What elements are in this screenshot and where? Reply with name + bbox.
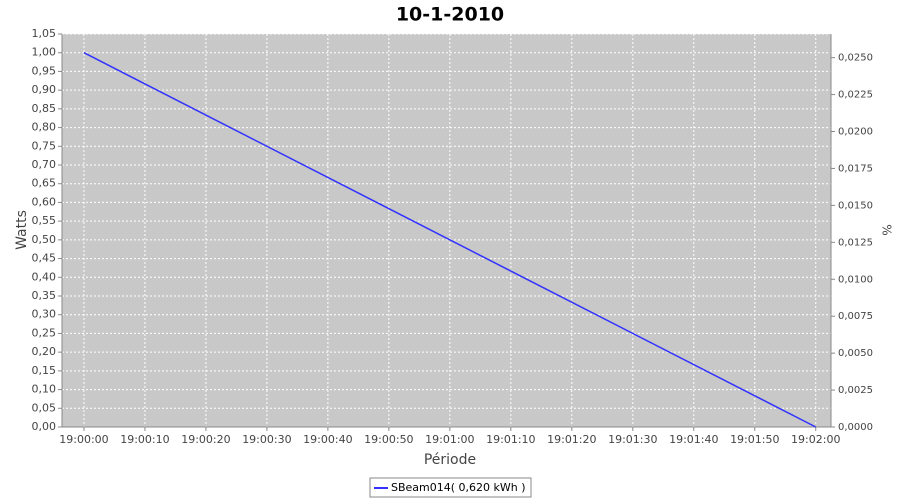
y-tick-label: 0,65 xyxy=(32,177,57,190)
y-tick-label: 0,05 xyxy=(32,401,57,414)
y2-tick-label: 0,0100 xyxy=(838,274,873,285)
x-tick-label: 19:00:50 xyxy=(364,433,413,446)
y-tick-label: 0,30 xyxy=(32,308,57,321)
y2-tick-label: 0,0200 xyxy=(838,127,873,138)
x-tick-label: 19:01:40 xyxy=(669,433,718,446)
x-tick-label: 19:01:50 xyxy=(730,433,779,446)
x-axis-label: Période xyxy=(424,452,476,468)
y2-tick-label: 0,0125 xyxy=(838,237,873,248)
y2-tick-label: 0,0050 xyxy=(838,348,873,359)
y-tick-label: 0,15 xyxy=(32,364,57,377)
y2-tick-label: 0,0150 xyxy=(838,200,873,211)
x-tick-label: 19:01:10 xyxy=(486,433,535,446)
y2-tick-label: 0,0225 xyxy=(838,90,873,101)
y-tick-label: 1,05 xyxy=(32,27,57,40)
x-tick-label: 19:01:20 xyxy=(547,433,596,446)
y2-tick-label: 0,0250 xyxy=(838,53,873,64)
legend-label: SBeam014( 0,620 kWh ) xyxy=(391,481,526,494)
y-tick-label: 0,10 xyxy=(32,383,57,396)
series-line xyxy=(83,52,817,428)
y-tick-label: 0,40 xyxy=(32,270,57,283)
y-tick-label: 1,00 xyxy=(32,46,57,59)
chart-title: 10-1-2010 xyxy=(396,4,504,26)
plot-area xyxy=(62,34,831,427)
y-tick-label: 0,35 xyxy=(32,289,57,302)
x-tick-label: 19:00:20 xyxy=(181,433,230,446)
y2-tick-label: 0,0075 xyxy=(838,311,873,322)
y2-tick-label: 0,0000 xyxy=(838,422,873,433)
y-tick-label: 0,60 xyxy=(32,195,57,208)
y-tick-label: 0,80 xyxy=(32,121,57,134)
y-tick-label: 0,45 xyxy=(32,252,57,265)
y2-tick-label: 0,0175 xyxy=(838,163,873,174)
legend xyxy=(369,477,532,498)
x-tick-label: 19:01:30 xyxy=(608,433,657,446)
y2-tick-label: 0,0025 xyxy=(838,385,873,396)
y-axis-label: Watts xyxy=(14,210,30,250)
x-tick-label: 19:00:30 xyxy=(242,433,291,446)
y-tick-label: 0,00 xyxy=(32,420,57,433)
y-tick-label: 0,85 xyxy=(32,102,57,115)
y-tick-label: 0,90 xyxy=(32,83,57,96)
y-tick-label: 0,50 xyxy=(32,233,57,246)
x-tick-label: 19:00:00 xyxy=(59,433,108,446)
y-tick-label: 0,75 xyxy=(32,139,57,152)
y-tick-label: 0,25 xyxy=(32,326,57,339)
y-tick-label: 0,70 xyxy=(32,158,57,171)
x-tick-label: 19:00:40 xyxy=(303,433,352,446)
y2-axis-label: % xyxy=(880,224,894,235)
y-tick-label: 0,55 xyxy=(32,214,57,227)
x-tick-label: 19:01:00 xyxy=(425,433,474,446)
x-tick-label: 19:02:00 xyxy=(791,433,840,446)
x-tick-label: 19:00:10 xyxy=(120,433,169,446)
y-tick-label: 0,95 xyxy=(32,64,57,77)
y-tick-label: 0,20 xyxy=(32,345,57,358)
